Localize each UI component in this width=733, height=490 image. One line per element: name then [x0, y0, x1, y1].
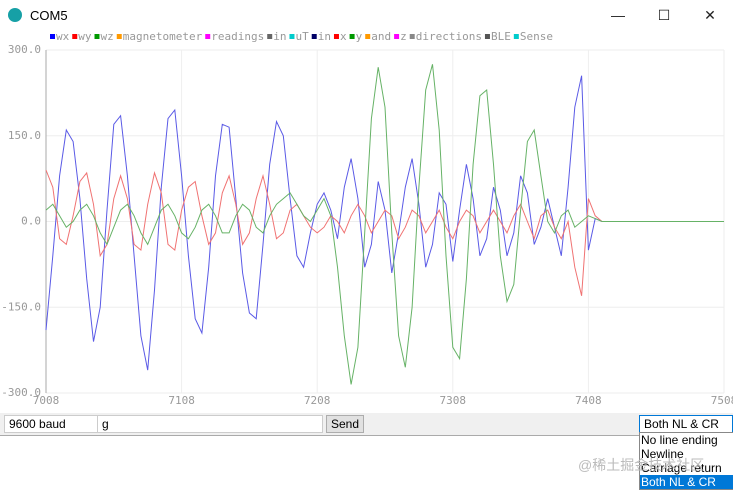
legend-swatch: [484, 34, 490, 39]
legend-label: readings: [211, 30, 264, 43]
y-tick-label: -150.0: [1, 300, 41, 313]
y-tick-label: 0.0: [21, 215, 41, 228]
legend-label: z: [400, 30, 407, 43]
dropdown-option[interactable]: Carriage return: [641, 461, 722, 475]
window-title: COM5: [30, 7, 68, 23]
y-tick-label: 300.0: [8, 43, 41, 56]
window-buttons: — ☐ ✕: [595, 7, 733, 24]
data-line: [45, 64, 724, 385]
chart: -300.0 -150.0 0.0 150.0 300.0 7008 7108 7208 730…: [1, 30, 733, 407]
serial-plotter-window: COM5 — ☐ ✕ -300.0 -150.0 0.0 150.0 300.0 7008…: [0, 0, 733, 436]
x-tick-label: 7408: [575, 394, 602, 407]
x-tick-label: 7308: [440, 394, 467, 407]
legend-label: magnetometer: [123, 30, 203, 43]
legend-label: BLE: [491, 30, 511, 43]
y-tick-label: -300.0: [1, 386, 41, 399]
close-button[interactable]: ✕: [704, 6, 716, 23]
legend-swatch: [333, 34, 339, 39]
data-line: [45, 169, 724, 296]
legend-label: y: [356, 30, 363, 43]
legend-swatch: [50, 34, 55, 39]
baud-select[interactable]: 9600 baud: [4, 415, 98, 433]
y-tick-label: 150.0: [8, 129, 41, 142]
legend-swatch: [289, 34, 295, 39]
legend-label: wz: [101, 30, 114, 43]
dropdown-option[interactable]: No line ending: [641, 433, 718, 447]
x-tick-label: 7208: [304, 394, 331, 407]
legend-swatch: [394, 34, 400, 39]
line-ending-select[interactable]: Both NL & CR: [639, 415, 733, 433]
line-ending-dropdown: No line ending Newline Carriage return Both…: [639, 432, 733, 490]
legend-swatch: [365, 34, 371, 39]
legend-swatch: [267, 34, 273, 39]
legend-label: directions: [416, 30, 482, 43]
legend-swatch: [409, 34, 415, 39]
app-icon: [8, 8, 22, 22]
legend-swatch: [94, 34, 100, 39]
legend-swatch: [311, 34, 317, 39]
legend-swatch: [72, 34, 78, 39]
legend-swatch: [205, 34, 211, 39]
title-bar: COM5 — ☐ ✕: [0, 0, 733, 30]
minimize-button[interactable]: —: [611, 6, 625, 23]
legend-label: in: [318, 30, 331, 43]
legend-label: wx: [56, 30, 70, 43]
data-line: [45, 75, 724, 371]
legend-swatch: [349, 34, 355, 39]
watermark: @稀土掘金技术社区: [578, 457, 705, 473]
send-input[interactable]: g: [97, 415, 323, 433]
legend-label: wy: [78, 30, 92, 43]
x-tick-label: 7508: [711, 394, 733, 407]
dropdown-option[interactable]: Both NL & CR: [640, 475, 733, 489]
legend-label: Sense: [520, 30, 553, 43]
maximize-button[interactable]: ☐: [657, 6, 671, 23]
legend-swatch: [116, 34, 122, 39]
dropdown-option[interactable]: Newline: [641, 447, 684, 461]
x-tick-label: 7108: [168, 394, 195, 407]
legend-label: x: [340, 30, 347, 43]
legend-label: and: [371, 30, 391, 43]
toolbar: 9600 baud g Send Both NL & CR: [0, 413, 733, 435]
legend-swatch: [513, 34, 519, 39]
legend-label: uT: [295, 30, 309, 43]
legend-label: in: [273, 30, 286, 43]
x-tick-label: 7008: [33, 394, 60, 407]
send-button[interactable]: Send: [326, 415, 364, 433]
